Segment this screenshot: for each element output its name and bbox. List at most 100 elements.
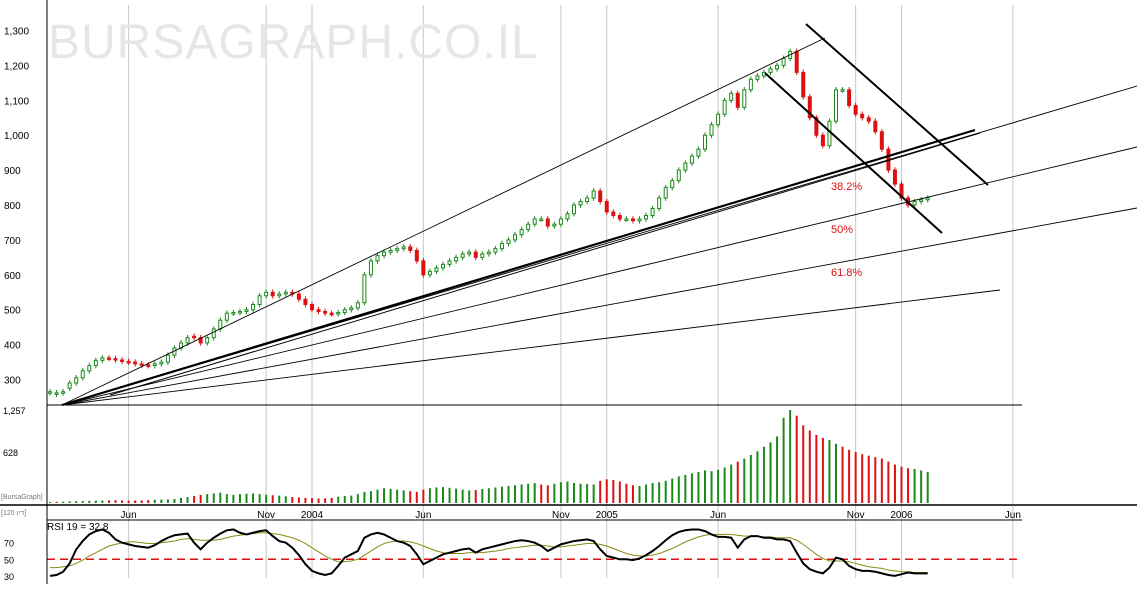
- volume-bar: [455, 488, 458, 503]
- volume-bar: [736, 461, 739, 503]
- candle-body: [408, 246, 413, 251]
- candle-body: [454, 256, 459, 262]
- volume-bar: [874, 457, 877, 503]
- volume-bar: [114, 500, 117, 503]
- candle-body: [80, 370, 85, 379]
- candle-body: [283, 291, 288, 295]
- rsi-y-tick-label: 50: [4, 555, 14, 565]
- volume-bar: [730, 464, 733, 503]
- volume-bar: [232, 494, 235, 503]
- volume-bar: [514, 485, 517, 503]
- candle-body: [591, 190, 596, 199]
- volume-bar: [749, 454, 752, 503]
- volume-bar: [199, 494, 202, 503]
- volume-bar: [68, 501, 71, 503]
- candle-body: [460, 253, 465, 258]
- candle-body: [218, 319, 223, 330]
- price-y-tick-label: 1,000: [4, 131, 29, 142]
- price-y-tick-label: 800: [4, 201, 21, 212]
- volume-bar: [101, 500, 104, 503]
- volume-panel: [49, 410, 929, 503]
- volume-bar: [815, 434, 818, 503]
- candle-body: [670, 180, 675, 189]
- volume-bar: [507, 485, 510, 503]
- candle-body: [237, 310, 242, 314]
- volume-bar: [225, 494, 228, 503]
- volume-bar: [795, 415, 798, 503]
- volume-bar: [304, 497, 307, 503]
- candle-body: [349, 307, 354, 311]
- candle-body: [919, 199, 924, 203]
- volume-bar: [337, 496, 340, 503]
- candle-body: [820, 134, 825, 147]
- candle-body: [637, 218, 642, 222]
- rsi-panel: [47, 528, 1022, 577]
- candle-body: [735, 92, 740, 108]
- candle-body: [624, 218, 629, 221]
- volume-bar: [848, 449, 851, 503]
- rsi-y-tick-label: 70: [4, 539, 14, 549]
- volume-bar: [625, 483, 628, 503]
- candle-body: [277, 293, 282, 297]
- watermark: BURSAGRAPH.CO.IL: [48, 16, 539, 69]
- volume-bar: [55, 501, 58, 503]
- volume-bar: [422, 489, 425, 503]
- candle-body: [552, 223, 557, 227]
- fan-line: [61, 207, 1137, 406]
- volume-bar: [769, 442, 772, 503]
- candle-body: [427, 270, 432, 276]
- candle-body: [198, 337, 203, 344]
- candle-body: [257, 295, 262, 306]
- volume-bar: [468, 490, 471, 503]
- fan-line: [61, 37, 826, 406]
- trendlines: [61, 23, 1137, 407]
- volume-bar: [140, 500, 143, 503]
- volume-bar: [808, 430, 811, 503]
- volume-bar: [350, 495, 353, 503]
- parallel-trendline: [109, 132, 981, 396]
- candle-body: [617, 214, 622, 220]
- candle-body: [323, 310, 328, 314]
- candle-body: [447, 260, 452, 265]
- volume-bar: [533, 483, 536, 503]
- candle-body: [644, 214, 649, 220]
- candle-body: [342, 309, 347, 314]
- candle-body: [87, 365, 92, 372]
- candle-body: [539, 218, 544, 221]
- candle-body: [493, 248, 498, 253]
- volume-bar: [245, 493, 248, 503]
- volume-bar: [592, 484, 595, 503]
- candle-body: [814, 117, 819, 136]
- candle-body: [598, 190, 603, 203]
- candle-body: [152, 363, 157, 367]
- volume-bar: [566, 481, 569, 503]
- volume-bar: [723, 467, 726, 503]
- candle-body: [355, 302, 360, 309]
- main-trendline: [61, 128, 976, 407]
- volume-bar: [867, 455, 870, 503]
- volume-bar: [396, 489, 399, 503]
- candle-body: [676, 169, 681, 182]
- candle-body: [722, 99, 727, 115]
- volume-bar: [684, 474, 687, 503]
- candle-body: [467, 251, 472, 255]
- volume-bar: [500, 486, 503, 503]
- rsi-y-tick-label: 30: [4, 572, 14, 582]
- candle-body: [899, 183, 904, 199]
- candle-body: [375, 255, 380, 262]
- candle-body: [61, 391, 66, 394]
- candle-body: [368, 260, 373, 276]
- volume-bar: [828, 440, 831, 503]
- candle-body: [133, 361, 138, 365]
- x-tick-label: Jun: [415, 510, 431, 521]
- price-y-tick-label: 700: [4, 236, 21, 247]
- x-tick-label: 2005: [596, 510, 619, 521]
- volume-bar: [297, 497, 300, 503]
- candle-body: [834, 89, 838, 122]
- candle-body: [847, 89, 852, 107]
- volume-bar: [907, 468, 910, 503]
- candle-body: [630, 218, 635, 222]
- volume-bar: [428, 488, 431, 503]
- price-y-tick-label: 900: [4, 166, 21, 177]
